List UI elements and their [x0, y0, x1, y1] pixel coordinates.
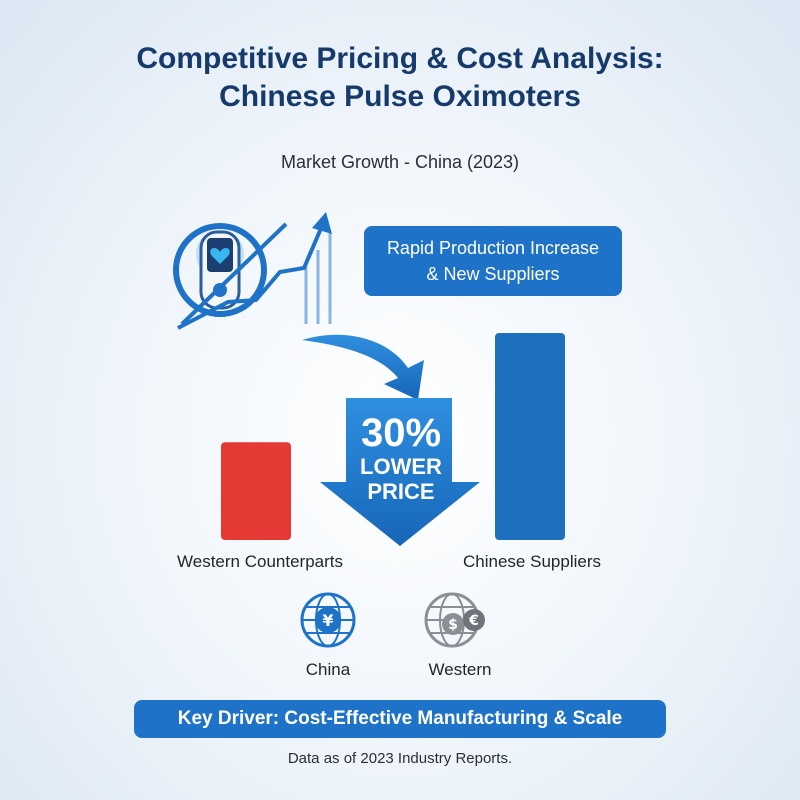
pulse-oximeter-growth-icon	[173, 212, 332, 330]
title-line-1: Competitive Pricing & Cost Analysis:	[136, 42, 664, 75]
category-label-western: Western Counterparts	[177, 552, 343, 571]
price-drop-percent: 30%	[360, 411, 442, 455]
page-title: Competitive Pricing & Cost Analysis: Chi…	[0, 40, 800, 116]
data-source-note: Data as of 2023 Industry Reports.	[287, 750, 513, 767]
key-driver-banner: Key Driver: Cost-Effective Manufacturing…	[134, 700, 666, 738]
price-drop-arrow-icon	[302, 334, 480, 546]
price-drop-label: 30% LOWER PRICE	[344, 412, 458, 504]
callout-line-2: & New Suppliers	[426, 264, 560, 284]
region-label-china: China	[305, 660, 351, 679]
yuan-symbol: ¥	[322, 611, 333, 630]
bar-chinese-suppliers	[495, 333, 565, 540]
price-drop-line-2: PRICE	[367, 479, 435, 504]
region-label-western: Western	[428, 660, 492, 679]
globe-dollar-euro-icon: $ €	[424, 592, 485, 648]
callout-line-1: Rapid Production Increase	[386, 238, 600, 258]
chart-subtitle: Market Growth - China (2023)	[280, 152, 520, 172]
title-line-2: Chinese Pulse Oximoters	[219, 80, 581, 113]
production-callout: Rapid Production Increase & New Supplier…	[364, 226, 622, 296]
category-label-chinese: Chinese Suppliers	[463, 552, 601, 571]
euro-symbol: €	[468, 613, 479, 629]
price-drop-line-1: LOWER	[360, 454, 442, 479]
region-western: $ € Western	[400, 590, 520, 680]
bar-western-counterparts	[221, 442, 291, 540]
region-china: ¥ China	[268, 590, 388, 680]
dollar-symbol: $	[448, 617, 458, 633]
globe-yuan-icon: ¥	[300, 592, 356, 648]
